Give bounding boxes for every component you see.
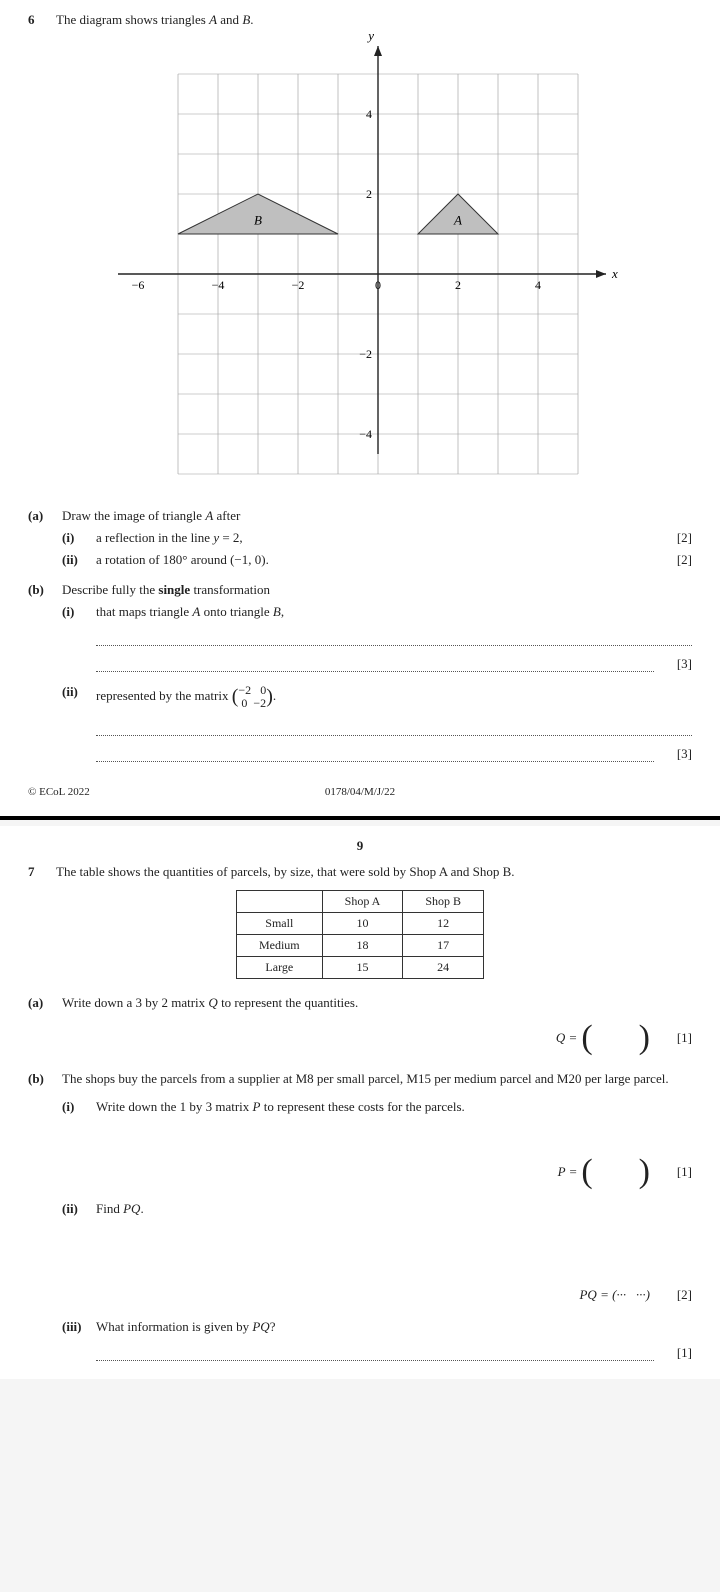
q7b-ii-label: (ii)	[62, 1201, 96, 1217]
answer-line[interactable]	[96, 724, 692, 736]
q6b: (b) Describe fully the single transforma…	[28, 582, 692, 762]
q7b-i-answer: P = () [1]	[96, 1155, 692, 1189]
q6a-i: (i) a reflection in the line y = 2, [2]	[62, 530, 692, 546]
table-cell: 10	[322, 913, 403, 935]
answer-label: Q =	[556, 1030, 577, 1046]
svg-text:2: 2	[366, 187, 372, 201]
q7a: (a) Write down a 3 by 2 matrix Q to repr…	[28, 995, 692, 1055]
q7-intro: The table shows the quantities of parcel…	[56, 864, 692, 880]
table-cell: 24	[403, 957, 484, 979]
svg-text:x: x	[611, 266, 618, 281]
q6b-i-marks: [3]	[660, 656, 692, 672]
q7a-text: Write down a 3 by 2 matrix Q to represen…	[62, 995, 692, 1011]
q6a-ii-marks: [2]	[660, 552, 692, 568]
q7b-ii: (ii) Find PQ. PQ = (··· ···) [2]	[62, 1201, 692, 1303]
q7b-ii-marks: [2]	[660, 1287, 692, 1303]
q6-intro: The diagram shows triangles A and B.	[56, 12, 692, 28]
answer-label: P =	[558, 1164, 578, 1180]
footer-center: 0178/04/M/J/22	[325, 786, 395, 798]
answer-matrix-blank[interactable]: ()	[581, 1155, 650, 1189]
svg-text:−4: −4	[212, 278, 225, 292]
q6-number: 6	[28, 12, 56, 28]
q6b-i-label: (i)	[62, 604, 96, 620]
table-row: Shop A Shop B	[236, 891, 483, 913]
q6a-ii-label: (ii)	[62, 552, 96, 568]
q7b-iii-marks: [1]	[660, 1345, 692, 1361]
answer-matrix-blank[interactable]: ()	[581, 1021, 650, 1055]
table-cell: 15	[322, 957, 403, 979]
answer-line[interactable]	[96, 750, 654, 762]
table-cell: 17	[403, 935, 484, 957]
table-cell: Shop B	[403, 891, 484, 913]
q7-header: 7 The table shows the quantities of parc…	[28, 864, 692, 880]
q6a-ii-text: a rotation of 180° around (−1, 0).	[96, 552, 654, 568]
svg-text:−2: −2	[292, 278, 305, 292]
q7b-ii-answer: PQ = (··· ···) [2]	[96, 1287, 692, 1303]
table-row: Small 10 12	[236, 913, 483, 935]
table-cell: Large	[236, 957, 322, 979]
page-q6: 6 The diagram shows triangles A and B. x…	[0, 0, 720, 820]
q6a-text: Draw the image of triangle A after	[62, 508, 692, 524]
q7b-i: (i) Write down the 1 by 3 matrix P to re…	[62, 1099, 692, 1189]
svg-text:B: B	[254, 213, 262, 228]
answer-label: PQ = (··· ···)	[579, 1287, 650, 1303]
q7b-ii-text: Find PQ.	[96, 1201, 692, 1217]
svg-text:−2: −2	[359, 347, 372, 361]
q7b-label: (b)	[28, 1071, 62, 1087]
page-footer: © ECoL 2022 0178/04/M/J/22	[28, 786, 692, 798]
svg-text:0: 0	[375, 278, 381, 292]
q7a-answer: Q = () [1]	[62, 1021, 692, 1055]
q6a-i-text: a reflection in the line y = 2,	[96, 530, 654, 546]
q7a-label: (a)	[28, 995, 62, 1011]
q6b-ii-marks: [3]	[660, 746, 692, 762]
answer-line[interactable]	[96, 634, 692, 646]
svg-text:A: A	[453, 213, 462, 228]
svg-text:2: 2	[455, 278, 461, 292]
coordinate-grid: x y −6 −4 −2 0 2 4 −4 −2 2 4 A B	[98, 34, 638, 494]
q6a-i-marks: [2]	[660, 530, 692, 546]
table-cell: 12	[403, 913, 484, 935]
q6-header: 6 The diagram shows triangles A and B.	[28, 12, 692, 28]
table-cell: Small	[236, 913, 322, 935]
table-cell: 18	[322, 935, 403, 957]
answer-line[interactable]	[96, 660, 654, 672]
q6b-i-text: that maps triangle A onto triangle B,	[96, 604, 692, 620]
q7b-iii-text: What information is given by PQ?	[96, 1319, 692, 1335]
footer-left: © ECoL 2022	[28, 786, 90, 798]
page-number: 9	[28, 838, 692, 854]
svg-text:−6: −6	[132, 278, 145, 292]
table-cell: Medium	[236, 935, 322, 957]
table-cell: Shop A	[322, 891, 403, 913]
q7b: (b) The shops buy the parcels from a sup…	[28, 1071, 692, 1361]
parcel-table: Shop A Shop B Small 10 12 Medium 18 17 L…	[236, 890, 484, 979]
table-row: Large 15 24	[236, 957, 483, 979]
table-cell	[236, 891, 322, 913]
q6b-ii-text: represented by the matrix ( −2 0 0 −2 ).	[96, 684, 692, 710]
q7b-iii: (iii) What information is given by PQ? […	[62, 1319, 692, 1361]
q6a-label: (a)	[28, 508, 62, 524]
q6a-i-label: (i)	[62, 530, 96, 546]
q6b-ii: (ii) represented by the matrix ( −2 0 0 …	[62, 684, 692, 762]
q7a-marks: [1]	[660, 1030, 692, 1046]
table-row: Medium 18 17	[236, 935, 483, 957]
q7b-i-label: (i)	[62, 1099, 96, 1115]
svg-text:y: y	[366, 34, 374, 43]
q6a-ii: (ii) a rotation of 180° around (−1, 0). …	[62, 552, 692, 568]
q7-number: 7	[28, 864, 56, 880]
page-q7: 9 7 The table shows the quantities of pa…	[0, 826, 720, 1379]
q6a: (a) Draw the image of triangle A after (…	[28, 508, 692, 568]
q6-diagram: x y −6 −4 −2 0 2 4 −4 −2 2 4 A B	[98, 34, 692, 494]
q6b-ii-label: (ii)	[62, 684, 96, 700]
svg-text:4: 4	[366, 107, 372, 121]
q6b-i: (i) that maps triangle A onto triangle B…	[62, 604, 692, 672]
q7b-text: The shops buy the parcels from a supplie…	[62, 1071, 692, 1087]
q7b-i-marks: [1]	[660, 1164, 692, 1180]
svg-text:4: 4	[535, 278, 541, 292]
q6b-text: Describe fully the single transformation	[62, 582, 692, 598]
q6b-label: (b)	[28, 582, 62, 598]
q7b-iii-label: (iii)	[62, 1319, 96, 1335]
q7b-i-text: Write down the 1 by 3 matrix P to repres…	[96, 1099, 692, 1115]
svg-text:−4: −4	[359, 427, 372, 441]
answer-line[interactable]	[96, 1349, 654, 1361]
